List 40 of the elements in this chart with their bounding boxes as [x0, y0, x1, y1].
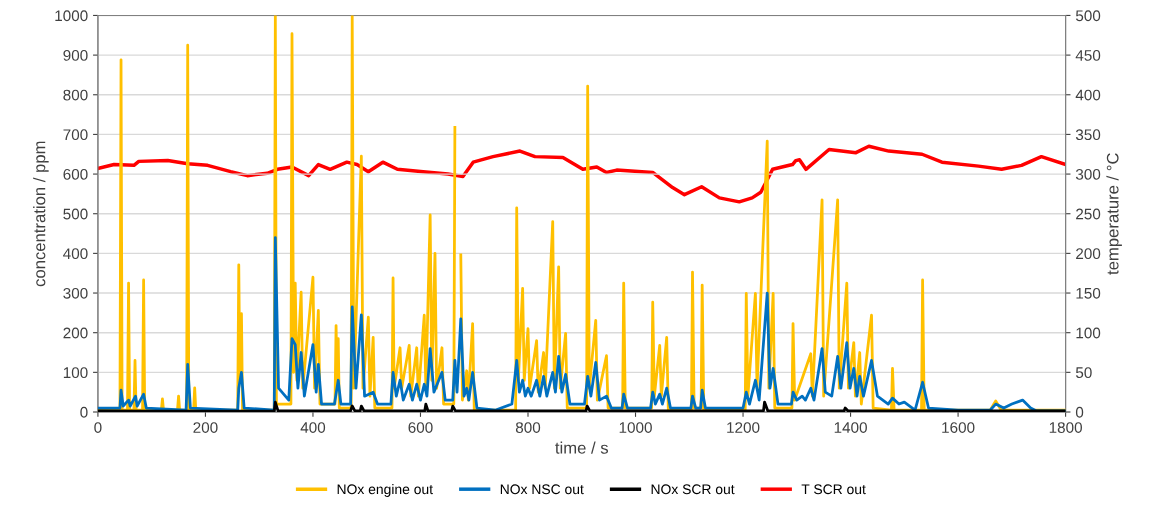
y2-tick-label: 450 [1075, 49, 1101, 61]
y2-tick-label: 100 [1076, 327, 1101, 339]
y-tick-label: 900 [63, 49, 88, 61]
y-tick-label: 100 [63, 367, 88, 379]
x-tick-label: 200 [193, 422, 218, 433]
legend-label: T SCR out [801, 484, 866, 495]
x-tick-label: 1200 [727, 422, 760, 433]
x-tick-label: 0 [94, 422, 102, 433]
y-tick-label: 300 [63, 287, 88, 299]
legend-label: NOx SCR out [651, 484, 735, 495]
y-tick-label: 700 [63, 129, 88, 141]
y2-tick-label: 50 [1075, 367, 1092, 379]
x-tick-label: 1600 [942, 422, 975, 433]
y-tick-label: 800 [63, 89, 88, 101]
legend-label: NOx NSC out [500, 484, 584, 495]
y2-tick-label: 150 [1076, 287, 1101, 299]
y-axis-title: concentration / ppm [33, 141, 49, 287]
y-tick-label: 400 [63, 248, 88, 260]
line-series [97, 144, 1066, 204]
y2-tick-label: 0 [1075, 406, 1084, 418]
x-tick-label: 1000 [619, 422, 652, 433]
x-axis-title: time / s [555, 441, 609, 454]
x-tick-label: 600 [408, 422, 433, 433]
y2-tick-label: 400 [1075, 89, 1101, 101]
x-tick-label: 800 [515, 422, 541, 433]
y-tick-label: 600 [63, 168, 88, 180]
legend-label: NOx engine out [337, 483, 433, 497]
y-tick-label: 200 [63, 327, 88, 339]
y2-tick-label: 500 [1075, 10, 1101, 22]
y-tick-label: 500 [63, 208, 88, 220]
x-tick-label: 400 [300, 422, 326, 433]
y2-tick-label: 250 [1076, 208, 1101, 220]
x-tick-label: 1800 [1049, 422, 1082, 433]
y2-axis-title: temperature / °C [1106, 153, 1122, 275]
y-tick-label: 1000 [55, 10, 88, 22]
y2-tick-label: 350 [1075, 129, 1101, 141]
y2-tick-label: 300 [1075, 168, 1101, 180]
y2-tick-label: 200 [1076, 248, 1101, 260]
x-tick-label: 1400 [834, 422, 867, 433]
y-tick-label: 0 [80, 406, 88, 418]
